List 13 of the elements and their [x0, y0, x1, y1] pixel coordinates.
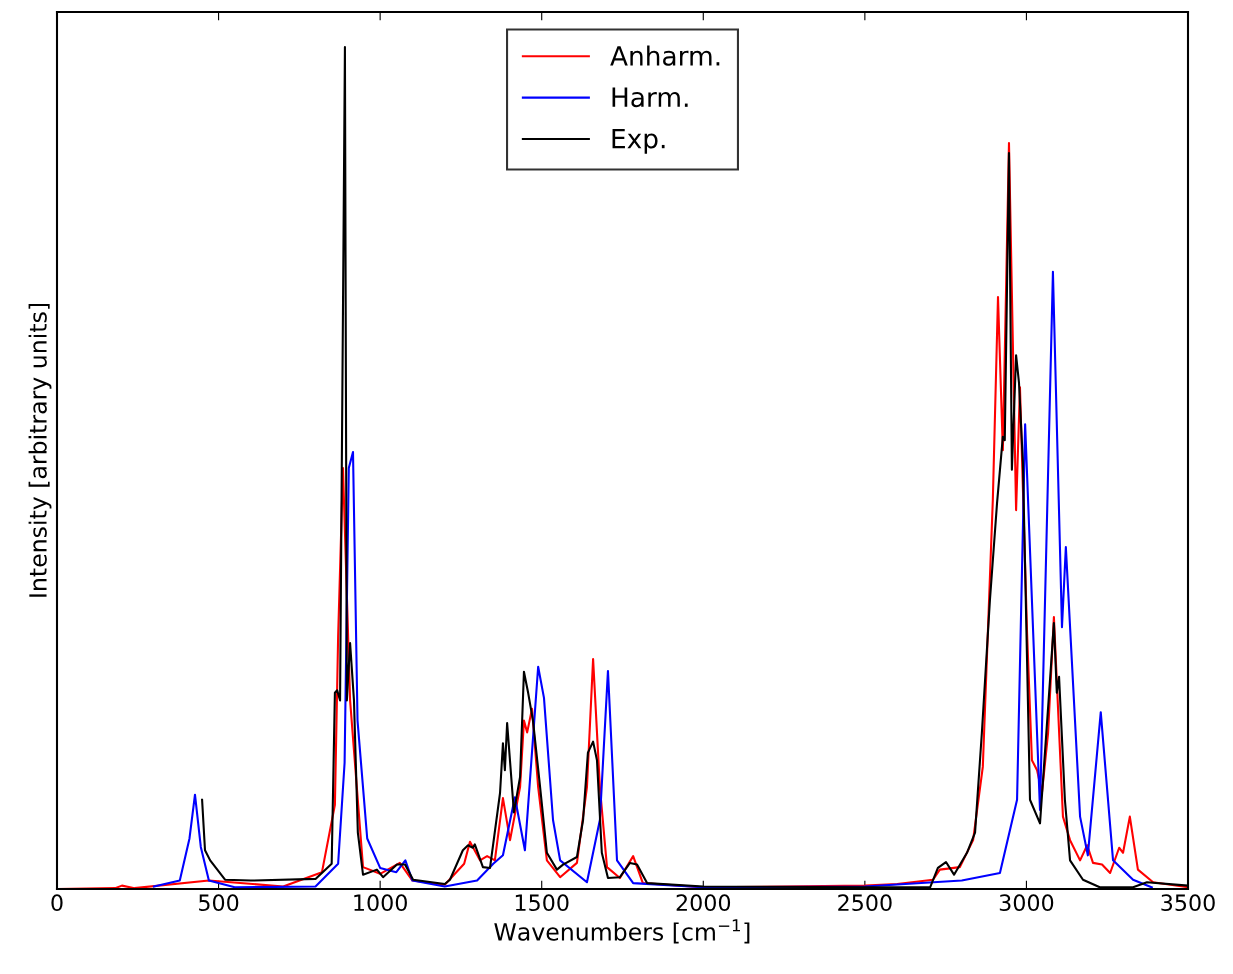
x-tick-label: 1500 [515, 894, 569, 912]
y-axis-title: Intensity [arbitrary units] [28, 303, 52, 597]
x-tick-label: 1000 [354, 894, 407, 912]
x-axis-title: Wavenumbers [cm$^{−1}$] [494, 919, 750, 944]
x-tick-label: 3000 [999, 894, 1054, 912]
x-tick-label: 2500 [838, 894, 892, 912]
x-tick-label: 0 [51, 894, 63, 912]
x-tick-label: 3500 [1161, 894, 1215, 912]
x-tick-label: 2000 [676, 894, 731, 912]
legend-label: Anharm. [610, 45, 720, 66]
x-tick-label: 500 [199, 894, 239, 912]
legend-label: Exp. [612, 128, 665, 154]
legend-label: Harm. [612, 87, 688, 108]
